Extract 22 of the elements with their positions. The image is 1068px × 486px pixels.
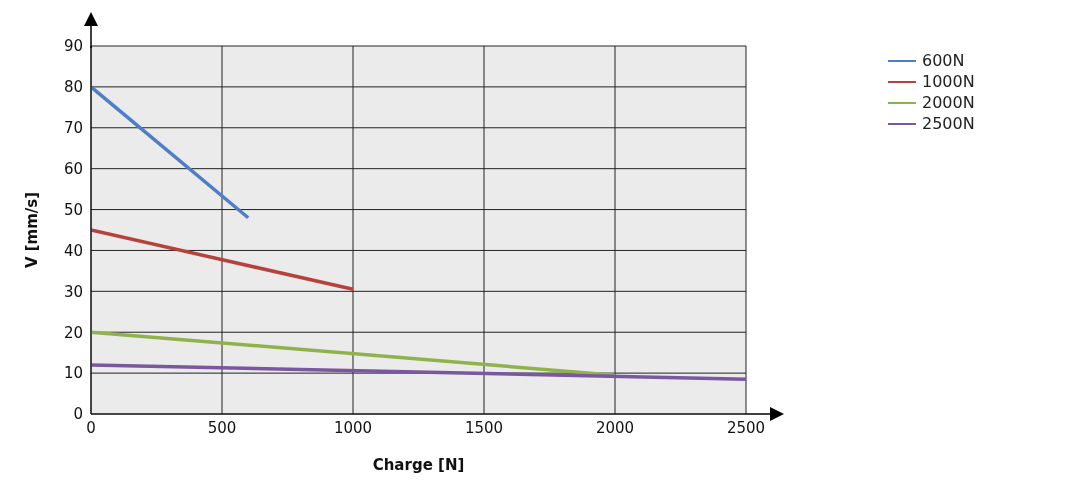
- x-tick-label: 0: [86, 418, 96, 437]
- x-tick-label: 1000: [333, 418, 373, 437]
- y-tick-label: 30: [63, 282, 83, 301]
- legend-label: 2500N: [922, 113, 975, 134]
- legend-label: 600N: [922, 50, 965, 71]
- y-tick-label: 40: [63, 241, 83, 260]
- x-tick-label: 2500: [726, 418, 766, 437]
- y-tick-label: 70: [63, 119, 83, 138]
- x-axis-title: Charge [N]: [372, 456, 465, 474]
- y-tick-label: 90: [63, 37, 83, 56]
- y-tick-label: 20: [63, 323, 83, 342]
- y-tick-label: 0: [73, 405, 83, 424]
- x-tick-label: 1500: [464, 418, 504, 437]
- x-tick-label: 500: [207, 418, 237, 437]
- legend-label: 1000N: [922, 71, 975, 92]
- y-tick-label: 80: [63, 78, 83, 97]
- x-tick-label: 2000: [595, 418, 635, 437]
- y-tick-label: 60: [63, 159, 83, 178]
- y-tick-label: 50: [63, 200, 83, 219]
- y-tick-label: 10: [63, 364, 83, 383]
- y-axis-title: V [mm/s]: [23, 191, 42, 269]
- legend-label: 2000N: [922, 92, 975, 113]
